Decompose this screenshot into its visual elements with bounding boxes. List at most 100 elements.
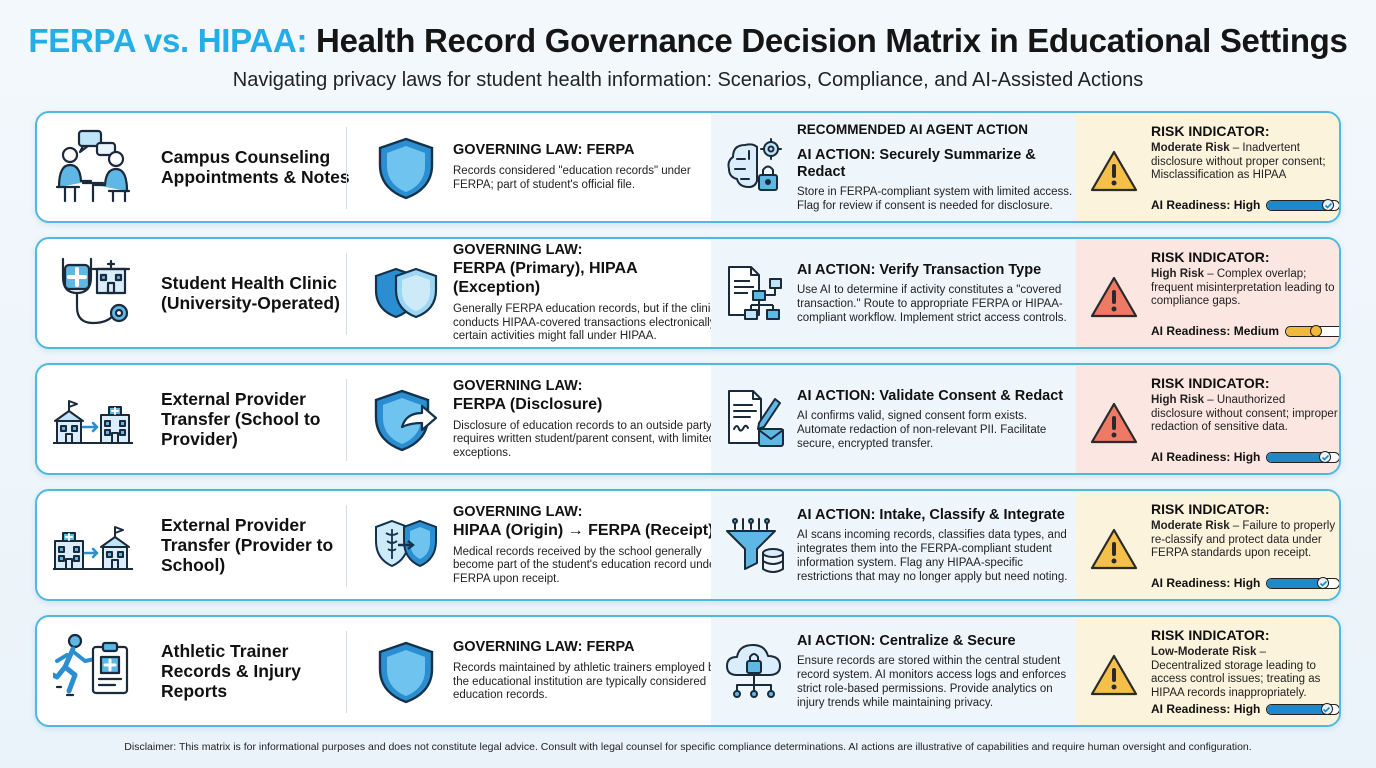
readiness-meter <box>1260 199 1339 211</box>
risk-description: High Risk – Complex overlap; frequent mi… <box>1151 268 1339 309</box>
ai-action-description: Use AI to determine if activity constitu… <box>797 283 1067 324</box>
risk-text: RISK INDICATOR: Low-Moderate Risk – Dece… <box>1151 627 1339 700</box>
runner-clipboard-icon <box>53 633 129 697</box>
column-divider <box>346 379 347 461</box>
page-title: FERPA vs. HIPAA: Health Record Governanc… <box>0 22 1376 60</box>
ai-action-title: AI ACTION: Validate Consent & Redact <box>797 387 1064 404</box>
ai-readiness: AI Readiness: High <box>1151 450 1339 464</box>
readiness-knob <box>1322 199 1335 211</box>
matrix-row: External Provider Transfer (School to Pr… <box>35 363 1341 475</box>
funnel-database-icon <box>726 518 784 573</box>
disclaimer: Disclaimer: This matrix is for informati… <box>124 741 1252 753</box>
law-label: GOVERNING LAW: <box>453 503 583 520</box>
readiness-label: AI Readiness: High <box>1151 450 1261 464</box>
ai-action-text: RECOMMENDED AI AGENT ACTION AI ACTION: S… <box>797 113 1073 221</box>
scenario-title: External Provider Transfer (Provider to … <box>161 515 334 575</box>
risk-text: RISK INDICATOR: Moderate Risk – Failure … <box>1151 501 1339 561</box>
scenario-title: Athletic Trainer Records & Injury Report… <box>161 641 302 701</box>
shield-icon <box>378 641 434 704</box>
readiness-fill <box>1286 326 1323 336</box>
matrix-row: Campus Counseling Appointments & Notes G… <box>35 111 1341 223</box>
ai-readiness: AI Readiness: High <box>1151 702 1339 716</box>
readiness-knob <box>1319 451 1332 463</box>
risk-description: Moderate Risk – Inadvertent disclosure w… <box>1151 142 1339 183</box>
ai-action-cell: RECOMMENDED AI AGENT ACTION AI ACTION: S… <box>711 113 1076 221</box>
law-label: GOVERNING LAW: <box>453 242 583 259</box>
ai-action-cell: AI ACTION: Validate Consent & Redact AI … <box>711 365 1076 473</box>
governing-law: GOVERNING LAW: FERPA Records considered … <box>453 113 723 221</box>
readiness-meter <box>1260 451 1339 463</box>
law-description: Disclosure of education records to an ou… <box>453 419 716 459</box>
risk-label: RISK INDICATOR: <box>1151 501 1270 517</box>
risk-description: Low-Moderate Risk – Decentralized storag… <box>1151 646 1339 700</box>
stethoscope-clinic-icon <box>61 257 131 325</box>
risk-level: High Risk <box>1151 268 1205 280</box>
ai-action-description: Ensure records are stored within the cen… <box>797 654 1067 709</box>
law-description: Generally FERPA education records, but i… <box>453 303 718 343</box>
scenario-title: Student Health Clinic (University-Operat… <box>161 273 340 313</box>
matrix-row: External Provider Transfer (Provider to … <box>35 489 1341 601</box>
risk-text: RISK INDICATOR: High Risk – Unauthorized… <box>1151 375 1339 435</box>
risk-detail: – Decentralized storage leading to acces… <box>1151 646 1321 699</box>
readiness-value: High <box>1233 198 1261 212</box>
ai-action-cell: AI ACTION: Intake, Classify & Integrate … <box>711 491 1076 599</box>
ai-action-title: AI ACTION: Securely Summarize & Redact <box>797 146 1036 180</box>
ai-action-title: AI ACTION: Centralize & Secure <box>797 632 1016 649</box>
shield-icon <box>378 137 434 200</box>
ai-column-header: RECOMMENDED AI AGENT ACTION <box>797 121 1028 137</box>
governing-law: GOVERNING LAW: HIPAA (Origin) → FERPA (R… <box>453 491 723 599</box>
risk-description: Moderate Risk – Failure to properly re-c… <box>1151 520 1339 561</box>
law-name: FERPA (Primary), HIPAA (Exception) <box>453 260 638 297</box>
ai-action-description: AI confirms valid, signed consent form e… <box>797 409 1047 450</box>
risk-description: High Risk – Unauthorized disclosure with… <box>1151 394 1339 435</box>
law-description: Medical records received by the school g… <box>453 545 720 585</box>
risk-level: Moderate Risk <box>1151 520 1230 532</box>
readiness-value: High <box>1233 702 1261 716</box>
readiness-value: High <box>1233 450 1261 464</box>
title-accent: FERPA vs. HIPAA: <box>28 22 308 59</box>
column-divider <box>346 505 347 587</box>
page-subtitle: Navigating privacy laws for student heal… <box>232 69 1144 91</box>
school-to-hospital-icon <box>53 400 133 444</box>
readiness-fill <box>1267 200 1334 210</box>
risk-label: RISK INDICATOR: <box>1151 627 1270 643</box>
law-name: FERPA (Disclosure) <box>453 395 603 413</box>
matrix-row: Athletic Trainer Records & Injury Report… <box>35 615 1341 727</box>
ai-action-title: AI ACTION: Intake, Classify & Integrate <box>797 506 1065 523</box>
risk-level: Low-Moderate Risk <box>1151 646 1257 658</box>
ai-action-text: AI ACTION: Centralize & Secure Ensure re… <box>797 617 1073 725</box>
risk-detail: – Inadvertent disclosure without proper … <box>1151 142 1326 181</box>
ai-action-cell: AI ACTION: Verify Transaction Type Use A… <box>711 239 1076 347</box>
signed-form-envelope-icon <box>728 390 784 447</box>
scenario-title: Campus Counseling Appointments & Notes <box>161 147 350 187</box>
risk-detail: – Failure to properly re-classify and pr… <box>1151 520 1336 559</box>
readiness-label: AI Readiness: High <box>1151 198 1261 212</box>
risk-detail: – Complex overlap; frequent misinterpret… <box>1151 268 1335 307</box>
law-label: GOVERNING LAW: FERPA <box>453 639 635 656</box>
scenario-title: External Provider Transfer (School to Pr… <box>161 389 321 449</box>
readiness-value: Medium <box>1233 324 1280 338</box>
readiness-label: AI Readiness: High <box>1151 576 1261 590</box>
warning-icon <box>1090 528 1138 570</box>
governing-law: GOVERNING LAW: FERPA (Primary), HIPAA (E… <box>453 239 723 347</box>
caduceus-shield-transfer-icon <box>375 519 437 568</box>
ai-action-text: AI ACTION: Intake, Classify & Integrate … <box>797 491 1073 599</box>
law-description: Records considered "education records" u… <box>453 165 691 191</box>
readiness-knob <box>1320 703 1333 715</box>
readiness-label: AI Readiness: Medium <box>1151 324 1280 338</box>
risk-level: Moderate Risk <box>1151 142 1230 154</box>
decision-matrix: Campus Counseling Appointments & Notes G… <box>35 111 1341 727</box>
document-flowchart-icon <box>728 266 782 320</box>
risk-label: RISK INDICATOR: <box>1151 249 1270 265</box>
governing-law: GOVERNING LAW: FERPA (Disclosure) Disclo… <box>453 365 723 473</box>
ai-readiness: AI Readiness: High <box>1151 576 1339 590</box>
ai-action-text: AI ACTION: Validate Consent & Redact AI … <box>797 365 1073 473</box>
ai-action-cell: AI ACTION: Centralize & Secure Ensure re… <box>711 617 1076 725</box>
hospital-to-school-icon <box>53 526 133 570</box>
column-divider <box>346 631 347 713</box>
risk-label: RISK INDICATOR: <box>1151 123 1270 139</box>
readiness-value: High <box>1233 576 1261 590</box>
risk-cell: RISK INDICATOR: High Risk – Unauthorized… <box>1076 365 1339 473</box>
risk-text: RISK INDICATOR: Moderate Risk – Inadvert… <box>1151 123 1339 183</box>
law-label: GOVERNING LAW: <box>453 377 583 394</box>
